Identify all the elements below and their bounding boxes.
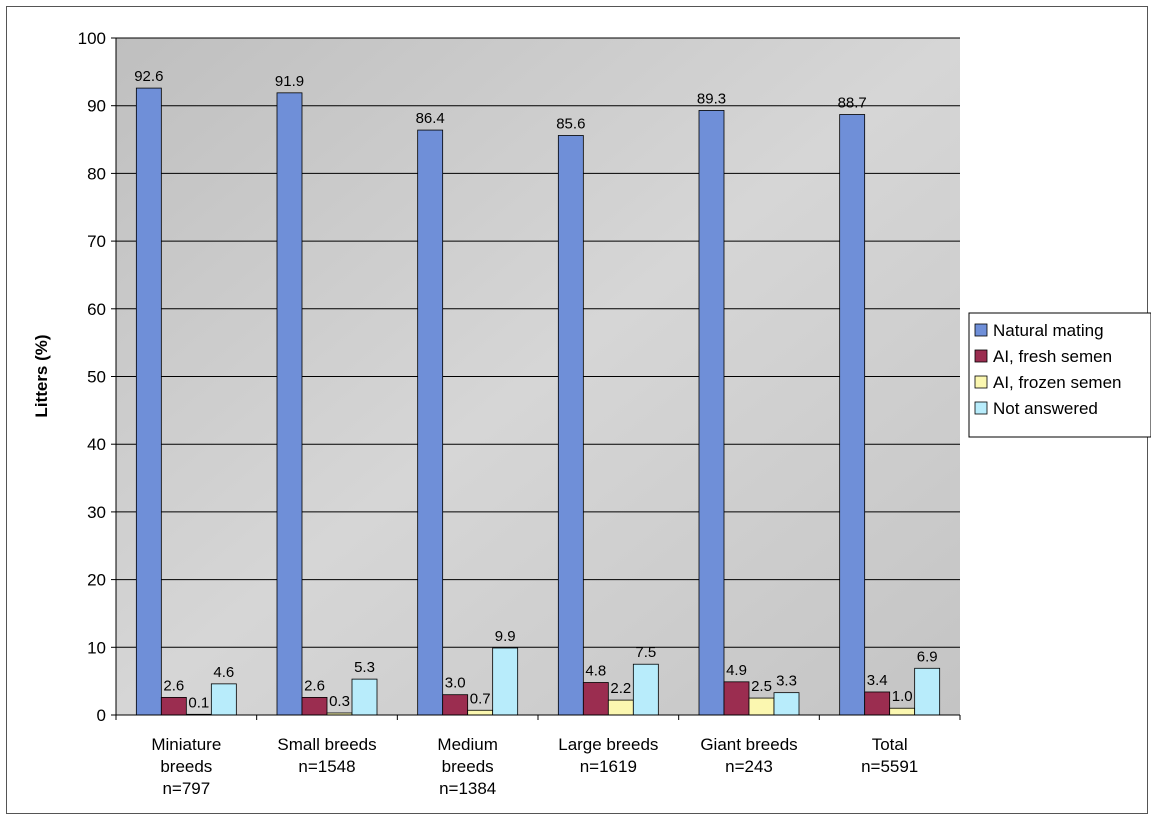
data-label: 85.6	[556, 115, 585, 132]
data-label: 89.3	[697, 90, 726, 107]
bar	[160, 696, 187, 716]
y-axis-label: Litters (%)	[32, 334, 51, 417]
data-label: 88.7	[838, 95, 867, 112]
bar	[351, 678, 378, 716]
legend-label: AI, frozen semen	[993, 373, 1122, 392]
category-label: Large breeds n=1619	[558, 735, 658, 776]
data-label: 9.9	[495, 628, 516, 645]
bar	[210, 683, 237, 716]
legend-swatch	[974, 401, 988, 415]
category-label-line: n=243	[725, 757, 773, 776]
category-label: Small breeds n=1548	[277, 735, 376, 776]
data-label: 0.3	[329, 693, 350, 710]
data-label: 4.6	[213, 664, 234, 681]
data-label: 2.5	[751, 678, 772, 695]
legend-label: AI, fresh semen	[993, 347, 1112, 366]
category-label: Giant breeds n=243	[700, 735, 797, 776]
data-label: 3.0	[445, 675, 466, 692]
bar	[864, 691, 891, 716]
data-label: 1.0	[892, 688, 913, 705]
category-label-line: Miniature	[151, 735, 221, 754]
bar	[442, 694, 469, 716]
category-label: Miniature breeds n=797	[151, 735, 221, 798]
bar	[889, 707, 916, 716]
data-label: 3.3	[776, 673, 797, 690]
data-label: 86.4	[416, 110, 445, 127]
y-tick-label: 10	[87, 638, 106, 657]
legend-label: Not answered	[993, 399, 1098, 418]
legend-swatch	[974, 375, 988, 389]
category-label-line: n=5591	[861, 757, 918, 776]
legend-swatch	[974, 349, 988, 363]
category-label-line: breeds	[160, 757, 212, 776]
data-label: 0.1	[188, 694, 209, 711]
bar	[417, 129, 444, 716]
bar	[582, 682, 609, 716]
legend-swatch	[974, 323, 988, 337]
bar	[632, 663, 659, 716]
category-label-line: Large breeds	[558, 735, 658, 754]
category-label-line: n=797	[162, 779, 210, 798]
bar	[698, 110, 725, 716]
bar	[723, 681, 750, 716]
category-label-line: Total	[872, 735, 908, 754]
category-label-line: breeds	[442, 757, 494, 776]
data-label: 6.9	[917, 648, 938, 665]
category-label-line: n=1548	[298, 757, 355, 776]
gridlines	[116, 37, 960, 648]
data-label: 3.4	[867, 672, 888, 689]
axes	[111, 37, 961, 720]
y-tick-label: 100	[78, 29, 106, 48]
category-label-line: Medium	[437, 735, 497, 754]
data-label: 7.5	[635, 644, 656, 661]
bar	[914, 667, 941, 716]
data-label: 2.6	[163, 677, 184, 694]
category-label: Total n=5591	[861, 735, 918, 776]
bar	[467, 709, 494, 716]
y-tick-label: 60	[87, 300, 106, 319]
data-label: 4.9	[726, 662, 747, 679]
data-label: 0.7	[470, 690, 491, 707]
bar	[276, 92, 303, 716]
bar	[607, 699, 634, 716]
legend-box	[968, 312, 1151, 438]
category-label-line: Giant breeds	[700, 735, 797, 754]
y-tick-label: 90	[87, 97, 106, 116]
data-labels: 92.6 91.9 86.4 85.6 89.3 88.7 2.6 2.6 3.0 4.8 4.9 3…	[134, 68, 937, 711]
y-tick-label: 20	[87, 571, 106, 590]
category-label-line: n=1384	[439, 779, 496, 798]
data-label: 2.6	[304, 677, 325, 694]
y-tick-label: 40	[87, 435, 106, 454]
data-label: 91.9	[275, 73, 304, 90]
category-label: Medium breeds n=1384	[437, 735, 497, 798]
data-label: 4.8	[585, 663, 606, 680]
category-label-line: n=1619	[580, 757, 637, 776]
y-tick-label: 30	[87, 503, 106, 522]
y-tick-label: 50	[87, 368, 106, 387]
bar	[839, 114, 866, 716]
y-tick-labels: 0 10 20 30 40 50 60 70 80 90 100	[78, 29, 106, 725]
legend: Natural mating AI, fresh semen AI, frozen …	[968, 312, 1151, 438]
bar	[748, 697, 775, 716]
category-labels: Miniature breeds n=797 Small breeds n=1548 Me…	[151, 735, 918, 798]
data-label: 2.2	[610, 680, 631, 697]
y-tick-label: 80	[87, 164, 106, 183]
bar	[492, 647, 519, 716]
data-label: 5.3	[354, 659, 375, 676]
y-tick-label: 0	[97, 706, 106, 725]
bar	[557, 135, 584, 716]
bar	[301, 696, 328, 716]
data-label: 92.6	[134, 68, 163, 85]
y-tick-label: 70	[87, 232, 106, 251]
legend-label: Natural mating	[993, 321, 1104, 340]
category-label-line: Small breeds	[277, 735, 376, 754]
bar	[135, 87, 162, 716]
bar	[773, 692, 800, 716]
